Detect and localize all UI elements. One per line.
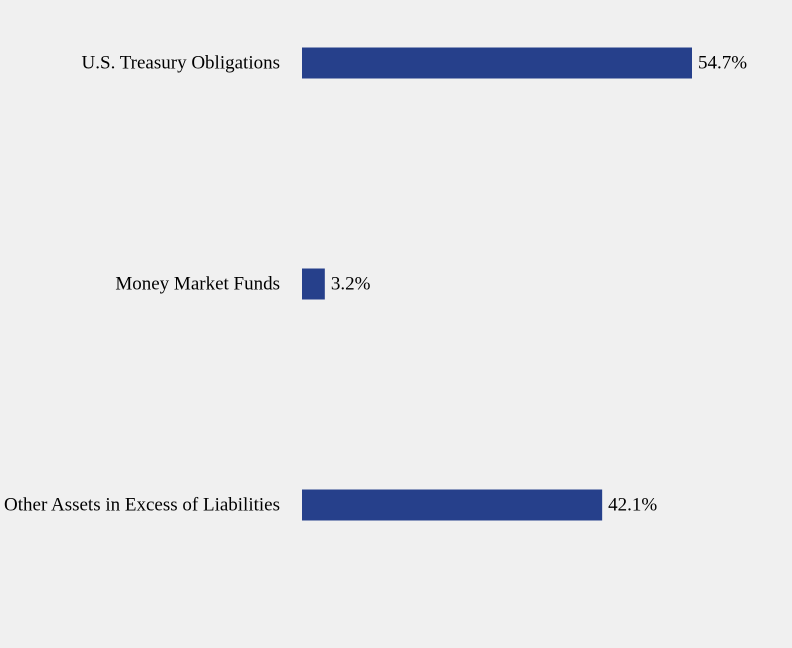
value-label-1: 3.2% bbox=[331, 274, 371, 295]
bar-group bbox=[302, 47, 692, 521]
category-label-0: U.S. Treasury Obligations bbox=[82, 53, 280, 74]
category-label-2: Other Assets in Excess of Liabilities bbox=[4, 495, 280, 516]
value-labels: 54.7% 3.2% 42.1% bbox=[331, 53, 747, 516]
bar-2 bbox=[302, 489, 603, 521]
bar-1 bbox=[302, 268, 325, 300]
bar-0 bbox=[302, 47, 692, 79]
category-label-1: Money Market Funds bbox=[115, 274, 280, 295]
category-labels: U.S. Treasury Obligations Money Market Fu… bbox=[4, 53, 280, 516]
value-label-2: 42.1% bbox=[608, 495, 657, 516]
value-label-0: 54.7% bbox=[698, 53, 747, 74]
